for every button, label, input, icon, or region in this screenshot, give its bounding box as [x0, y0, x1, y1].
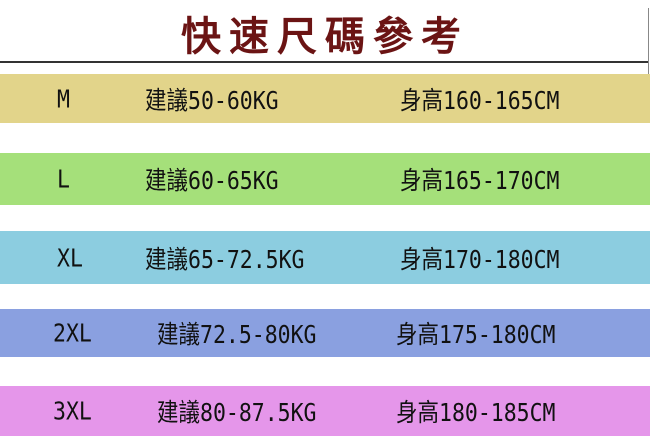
title-divider	[0, 61, 648, 63]
size-label: 3XL	[53, 396, 92, 426]
size-label: 2XL	[53, 318, 92, 348]
height-range: 身高170-180CM	[400, 244, 560, 274]
weight-range: 建議80-87.5KG	[157, 398, 317, 427]
size-row-2xl: 2XL 建議72.5-80KG 身高175-180CM	[0, 309, 650, 357]
edge-line	[648, 8, 649, 86]
size-label: M	[57, 84, 70, 113]
height-range: 身高165-170CM	[400, 166, 560, 195]
weight-range: 建議50-60KG	[145, 85, 279, 115]
height-range: 身高175-180CM	[396, 320, 556, 349]
size-label: L	[57, 164, 70, 194]
size-row-3xl: 3XL 建議80-87.5KG 身高180-185CM	[0, 386, 650, 436]
page-title: 快速尺碼參考	[181, 14, 469, 60]
weight-range: 建議65-72.5KG	[145, 244, 305, 274]
height-range: 身高160-165CM	[400, 85, 560, 115]
weight-range: 建議60-65KG	[145, 166, 279, 195]
size-row-l: L 建議60-65KG 身高165-170CM	[0, 153, 650, 205]
size-label: XL	[57, 243, 83, 272]
size-row-m: M 建議50-60KG 身高160-165CM	[0, 74, 650, 123]
size-row-xl: XL 建議65-72.5KG 身高170-180CM	[0, 231, 650, 284]
weight-range: 建議72.5-80KG	[157, 320, 317, 349]
height-range: 身高180-185CM	[396, 398, 556, 427]
